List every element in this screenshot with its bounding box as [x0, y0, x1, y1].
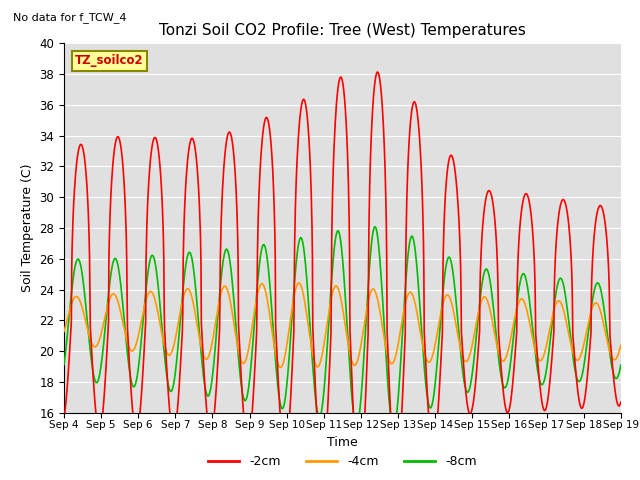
Text: No data for f_TCW_4: No data for f_TCW_4 [13, 12, 126, 23]
-2cm [617, 399, 625, 405]
-8cm [170, 377, 178, 383]
-2cm [429, 446, 437, 452]
-8cm [390, 424, 397, 430]
-2cm [170, 430, 178, 435]
X-axis label: Time: Time [327, 436, 358, 449]
-4cm [60, 329, 68, 335]
-8cm [502, 383, 510, 389]
-2cm [246, 432, 254, 438]
-2cm [552, 253, 559, 259]
-2cm [374, 69, 381, 75]
-4cm [502, 354, 510, 360]
-4cm [184, 286, 191, 292]
-8cm [617, 362, 625, 368]
-4cm [170, 341, 178, 347]
-8cm [371, 224, 379, 229]
-2cm [60, 414, 68, 420]
Line: -4cm: -4cm [64, 283, 621, 367]
Title: Tonzi Soil CO2 Profile: Tree (West) Temperatures: Tonzi Soil CO2 Profile: Tree (West) Temp… [159, 23, 526, 38]
-2cm [502, 408, 510, 414]
-8cm [184, 252, 191, 258]
-8cm [429, 394, 437, 400]
-8cm [552, 294, 559, 300]
Line: -8cm: -8cm [64, 227, 621, 427]
-2cm [184, 155, 191, 161]
-4cm [246, 337, 254, 343]
Legend: -2cm, -4cm, -8cm: -2cm, -4cm, -8cm [204, 450, 481, 473]
-4cm [295, 280, 303, 286]
-4cm [429, 349, 437, 355]
-4cm [617, 342, 625, 348]
-4cm [552, 302, 559, 308]
-4cm [276, 364, 284, 370]
Text: TZ_soilco2: TZ_soilco2 [75, 54, 144, 67]
-8cm [246, 372, 254, 378]
Y-axis label: Soil Temperature (C): Soil Temperature (C) [20, 164, 34, 292]
Line: -2cm: -2cm [64, 72, 621, 480]
-8cm [60, 362, 68, 368]
